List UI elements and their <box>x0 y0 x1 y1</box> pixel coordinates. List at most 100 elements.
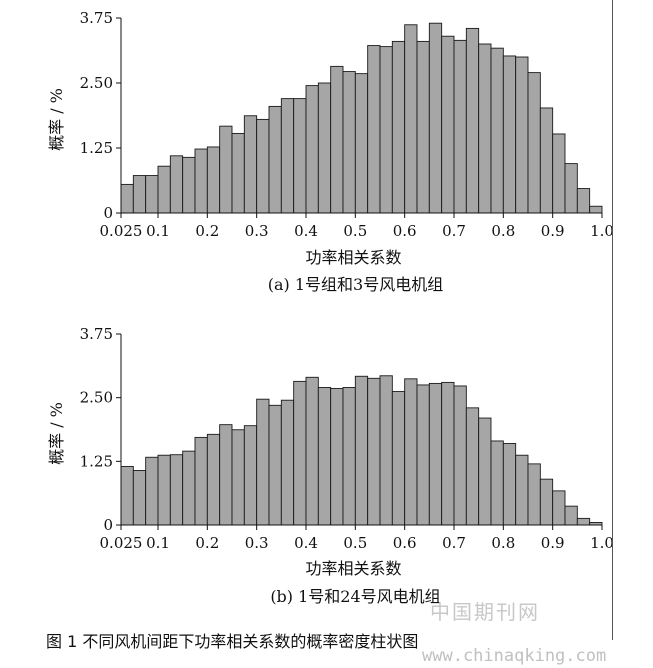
bar <box>280 98 295 214</box>
bar <box>552 133 566 214</box>
watermark-text: 中国期刊网 <box>430 600 540 624</box>
bar <box>465 407 480 526</box>
bar <box>330 388 344 526</box>
bar <box>342 387 356 526</box>
x-tick-label: 0.9 <box>541 222 565 240</box>
bar <box>219 424 233 526</box>
bar <box>515 56 529 214</box>
x-axis-label: 功率相关系数 <box>305 559 401 578</box>
bar <box>280 399 295 526</box>
y-axis-label: 概率 / % <box>47 402 66 465</box>
bar <box>157 454 171 526</box>
bar <box>305 85 319 214</box>
y-tick-label: 3.75 <box>80 325 113 343</box>
bar <box>317 82 332 214</box>
bar <box>330 65 344 214</box>
bar <box>268 404 282 526</box>
bar <box>576 517 591 526</box>
bar <box>256 398 270 526</box>
x-tick-label: 0.4 <box>294 222 318 240</box>
y-tick-label: 2.50 <box>80 74 113 92</box>
watermark-url: www.chinaqking.com <box>422 646 607 666</box>
x-tick-label: 0.3 <box>245 534 269 552</box>
figure-caption: 图 1 不同风机间距下功率相关系数的概率密度柱状图 <box>46 632 419 651</box>
bar <box>404 378 418 526</box>
bar <box>317 387 332 526</box>
bar <box>231 429 245 526</box>
bar <box>268 105 282 214</box>
bar <box>441 381 455 526</box>
bar <box>342 71 356 214</box>
x-tick-label: 0.9 <box>541 534 565 552</box>
bar <box>428 382 443 526</box>
y-tick-label: 1.25 <box>80 452 113 470</box>
bar <box>169 155 184 214</box>
bar <box>293 380 307 526</box>
bar <box>169 454 184 526</box>
bar <box>379 46 393 214</box>
bar <box>527 72 541 214</box>
y-tick-label: 0 <box>103 516 113 534</box>
bar <box>194 436 208 526</box>
bar <box>564 505 578 526</box>
bar <box>391 40 406 214</box>
bar <box>231 132 245 214</box>
bar <box>305 376 319 526</box>
chart-b: 0 1.25 2.50 3.75 0.025 0.1 0.2 0.3 0.4 0.5 0.6 0.7 0… <box>47 325 614 606</box>
bar <box>219 125 233 214</box>
bar <box>182 156 196 214</box>
y-tick-label: 0 <box>103 204 113 222</box>
bar <box>441 35 455 214</box>
x-tick-label: 0.1 <box>146 222 170 240</box>
y-axis-label: 概率 / % <box>47 88 66 151</box>
bar <box>379 375 393 526</box>
x-tick-label: 0.5 <box>343 222 367 240</box>
bar <box>527 463 541 526</box>
x-tick-label: 0.025 <box>100 534 143 552</box>
bar <box>206 433 221 526</box>
chart-a: 0 1.25 2.50 3.75 0.025 0.1 0.2 0.3 0.4 0.5 0.6 0.7 0… <box>47 9 614 294</box>
bar <box>539 107 554 214</box>
x-tick-label: 0.5 <box>343 534 367 552</box>
x-tick-label: 0.6 <box>393 534 417 552</box>
bar <box>478 43 492 214</box>
bar <box>404 24 418 214</box>
x-tick-label: 0.1 <box>146 534 170 552</box>
y-tick-label: 3.75 <box>80 9 113 27</box>
x-tick-label: 1.0 <box>590 222 614 240</box>
bar <box>194 148 208 214</box>
chart-subtitle: (a) 1号组和3号风电机组 <box>268 275 443 294</box>
y-tick-label: 2.50 <box>80 389 113 407</box>
bar <box>256 118 270 214</box>
bar <box>243 425 258 526</box>
bar <box>589 205 603 214</box>
y-tick-label: 1.25 <box>80 139 113 157</box>
bar <box>354 73 369 214</box>
bar <box>367 377 381 526</box>
bar <box>391 391 406 526</box>
bar <box>293 98 307 214</box>
bar <box>490 47 504 214</box>
x-tick-label: 0.7 <box>442 222 466 240</box>
bar <box>564 163 578 214</box>
chart-subtitle: (b) 1号和24号风电机组 <box>270 587 440 606</box>
bar <box>552 490 566 526</box>
x-tick-label: 0.8 <box>491 534 515 552</box>
bar <box>490 440 504 526</box>
bar <box>145 175 159 214</box>
bar <box>453 39 467 214</box>
bar <box>354 375 369 526</box>
bar <box>145 456 159 526</box>
bar <box>132 175 147 214</box>
x-tick-label: 0.3 <box>245 222 269 240</box>
x-tick-label: 0.7 <box>442 534 466 552</box>
bar <box>515 454 529 526</box>
bar <box>367 45 381 214</box>
x-tick-label: 0.2 <box>195 222 219 240</box>
page-border-rule <box>612 0 613 640</box>
x-tick-label: 0.4 <box>294 534 318 552</box>
x-tick-label: 0.2 <box>195 534 219 552</box>
bar <box>502 443 517 526</box>
x-tick-label: 0.025 <box>100 222 143 240</box>
bar <box>157 165 171 214</box>
